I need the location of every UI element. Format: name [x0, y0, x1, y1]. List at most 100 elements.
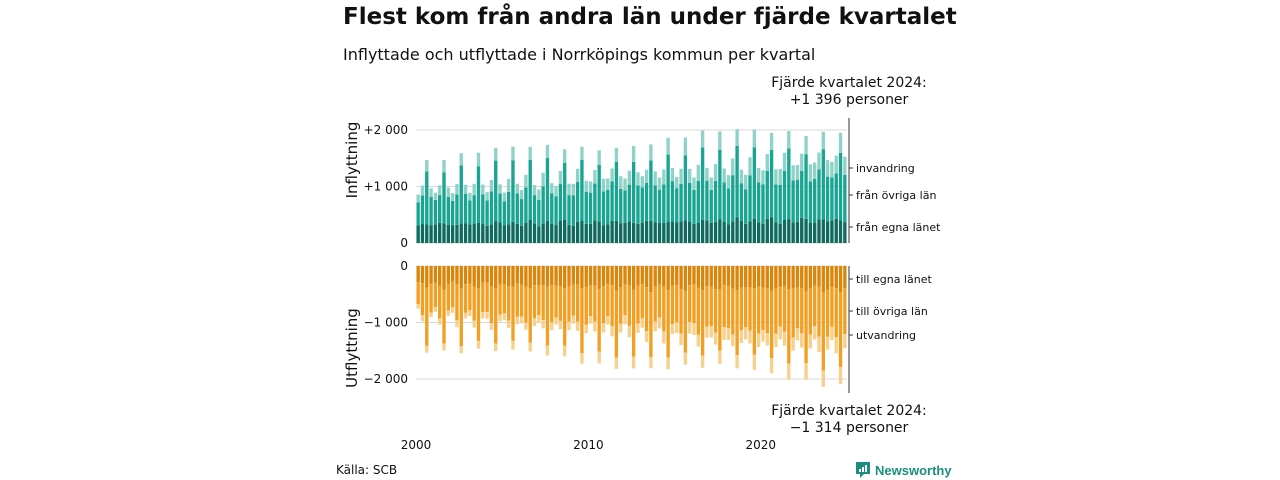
bar-out-egna: [489, 266, 494, 287]
bar-out-egna: [455, 266, 459, 285]
bar-in-invandring: [726, 175, 731, 189]
bar-in-egna: [649, 220, 653, 243]
bar-out-egna: [476, 266, 481, 289]
bar-in-invandring: [468, 192, 472, 201]
bar-in-invandring: [442, 159, 446, 173]
bar-in-ovriga: [713, 180, 718, 222]
bar-out-egna: [765, 266, 769, 289]
bar-in-invandring: [541, 172, 545, 187]
bar-in-ovriga: [450, 200, 455, 226]
bar-out-utvandring: [808, 334, 813, 349]
bar-out-utvandring: [614, 357, 619, 369]
bar-in-ovriga: [640, 187, 644, 223]
bar-out-utvandring: [696, 334, 700, 347]
bar-out-ovriga: [756, 286, 761, 334]
bar-in-invandring: [631, 146, 636, 162]
bar-out-utvandring: [506, 320, 511, 329]
bar-out-egna: [433, 266, 438, 283]
bar-out-utvandring: [649, 356, 653, 369]
bar-out-egna: [778, 266, 782, 288]
bar-out-ovriga: [502, 284, 507, 314]
bar-out-ovriga: [636, 285, 640, 324]
bar-in-invandring: [606, 178, 610, 190]
bar-in-egna: [472, 224, 476, 243]
bar-in-egna: [774, 222, 778, 243]
bar-in-egna: [718, 219, 722, 243]
bar-out-egna: [485, 266, 489, 283]
bar-out-utvandring: [726, 328, 731, 341]
bar-in-ovriga: [614, 161, 619, 221]
bar-out-utvandring: [550, 322, 554, 331]
bar-in-egna: [442, 223, 446, 243]
bar-in-ovriga: [584, 192, 588, 224]
bar-out-ovriga: [735, 289, 739, 356]
bar-in-egna: [644, 220, 649, 243]
bar-out-utvandring: [679, 333, 683, 346]
bar-out-utvandring: [420, 315, 425, 322]
bar-out-utvandring: [545, 345, 550, 356]
bar-in-ovriga: [416, 202, 420, 226]
bar-in-egna: [468, 224, 472, 243]
bar-in-invandring: [420, 185, 425, 196]
bar-in-invandring: [502, 192, 507, 202]
bar-out-ovriga: [657, 283, 662, 318]
bar-in-egna: [489, 224, 494, 243]
bar-in-invandring: [683, 137, 688, 156]
bar-in-invandring: [550, 183, 554, 194]
bar-out-ovriga: [748, 287, 752, 331]
brand[interactable]: Newsworthy: [855, 461, 952, 479]
bar-out-ovriga: [795, 287, 800, 329]
bar-out-ovriga: [550, 285, 554, 323]
bar-out-ovriga: [619, 287, 623, 324]
bar-in-ovriga: [705, 180, 709, 221]
bar-out-egna: [528, 266, 532, 289]
bar-out-egna: [722, 266, 726, 286]
x-tick-label: 2010: [573, 438, 604, 452]
bar-in-invandring: [515, 183, 519, 194]
bar-in-ovriga: [666, 154, 670, 223]
bar-out-utvandring: [433, 307, 438, 312]
bar-in-ovriga: [683, 155, 688, 221]
bar-out-ovriga: [761, 287, 765, 330]
bar-in-invandring: [761, 170, 765, 185]
bar-out-utvandring: [571, 315, 575, 324]
bar-in-egna: [791, 222, 795, 243]
bar-in-egna: [481, 224, 485, 243]
bar-in-invandring: [670, 168, 675, 182]
bar-out-egna: [653, 266, 657, 287]
bar-out-ovriga: [821, 291, 825, 371]
bar-in-egna: [558, 220, 563, 243]
bar-in-egna: [463, 223, 468, 243]
bar-out-ovriga: [420, 283, 425, 316]
bar-out-egna: [675, 266, 679, 286]
bar-out-egna: [804, 266, 808, 292]
bar-out-utvandring: [627, 325, 632, 338]
bar-in-egna: [606, 224, 610, 243]
bar-in-egna: [640, 222, 644, 243]
bar-out-ovriga: [791, 288, 795, 338]
bar-out-utvandring: [812, 326, 817, 340]
bar-in-ovriga: [519, 199, 524, 226]
bar-out-ovriga: [597, 288, 601, 352]
chart-subtitle: Inflyttade och utflyttade i Norrköpings …: [343, 45, 816, 64]
bar-in-invandring: [597, 150, 601, 165]
bar-in-ovriga: [610, 181, 614, 221]
bar-out-egna: [830, 266, 834, 288]
bar-out-ovriga: [778, 287, 782, 327]
bar-out-ovriga: [640, 283, 644, 319]
bar-in-egna: [588, 223, 593, 243]
bar-out-egna: [696, 266, 700, 288]
series-label-out: utvandring: [856, 329, 916, 342]
bar-in-egna: [761, 223, 765, 243]
bar-out-egna: [644, 266, 649, 288]
bar-in-ovriga: [420, 195, 425, 225]
bar-out-egna: [468, 266, 472, 284]
bar-out-egna: [511, 266, 515, 287]
bar-out-utvandring: [575, 321, 580, 331]
annotation-top-line1: Fjärde kvartalet 2024:: [771, 75, 927, 91]
bar-out-ovriga: [537, 285, 541, 316]
bar-out-utvandring: [765, 333, 769, 346]
bar-out-egna: [450, 266, 455, 282]
bar-in-invandring: [752, 129, 757, 148]
bar-in-ovriga: [752, 147, 757, 219]
